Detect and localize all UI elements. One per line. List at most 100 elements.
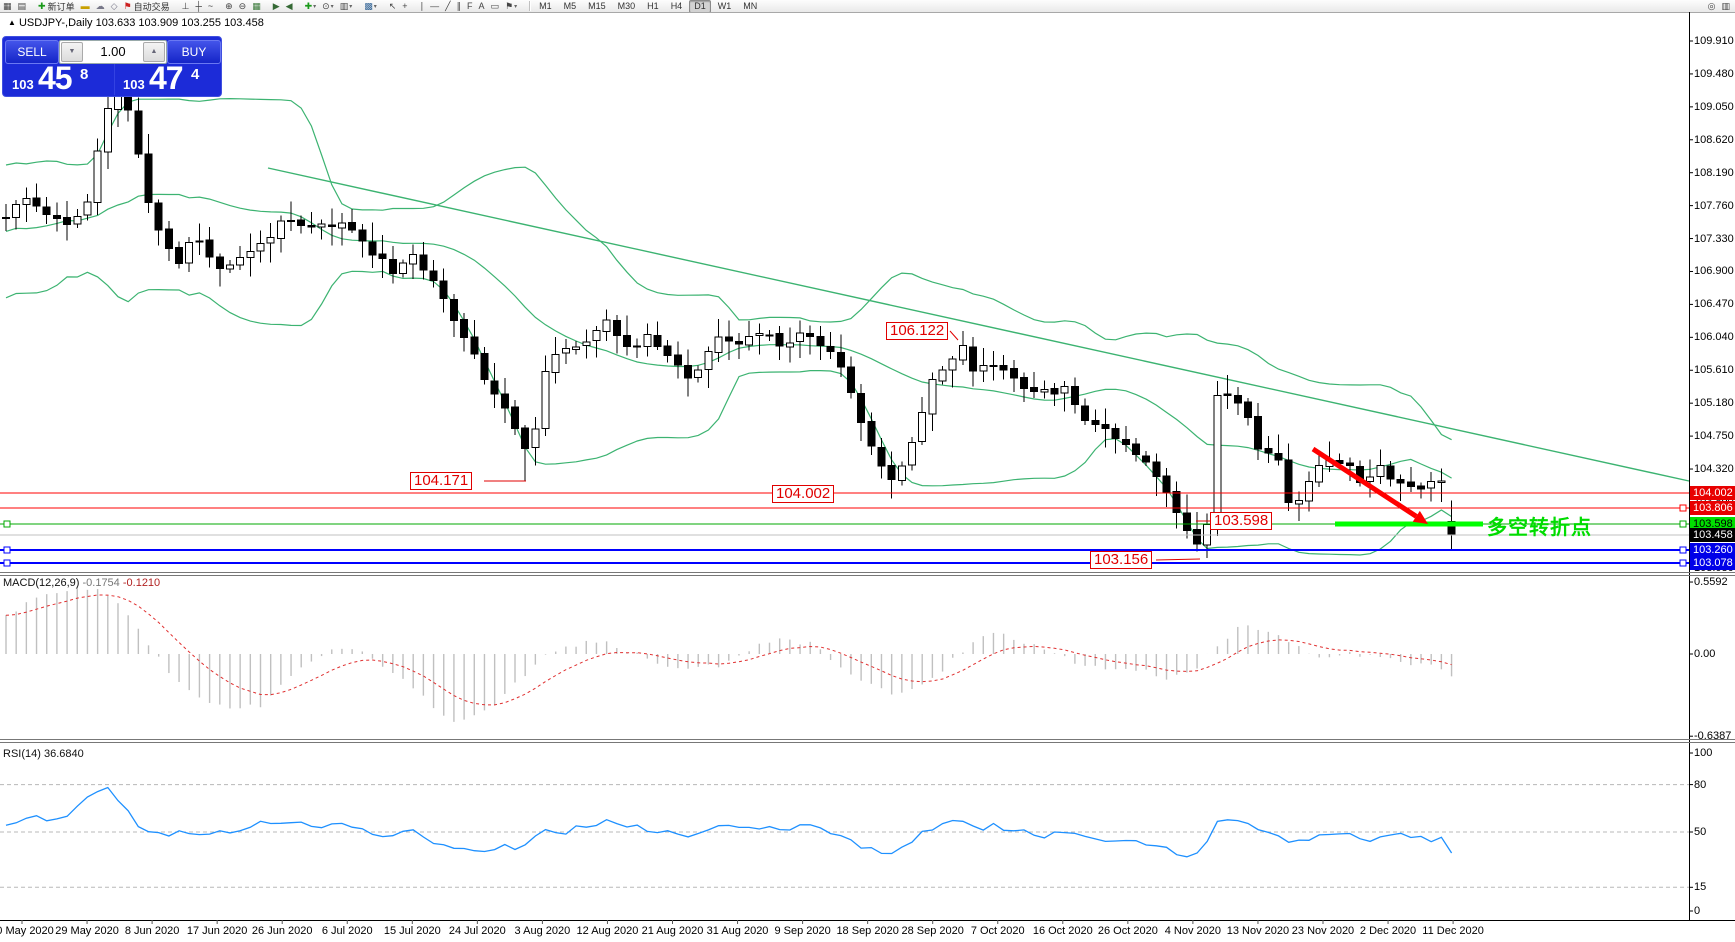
- zoom-out-icon[interactable]: ⊖: [236, 0, 250, 12]
- bear-candle: [32, 197, 41, 207]
- timeframe-m1-button[interactable]: M1: [539, 0, 552, 11]
- fibonacci-icon[interactable]: F: [464, 0, 476, 12]
- line-handle[interactable]: [3, 546, 11, 554]
- macd-axis-label: -0.6387: [1694, 730, 1732, 743]
- volume-increase-button[interactable]: ▲: [143, 42, 165, 62]
- fibonacci-icon: F: [466, 1, 473, 11]
- timeframe-m15-button[interactable]: M15: [588, 0, 606, 11]
- buy-button[interactable]: BUY: [167, 40, 221, 64]
- date-axis-label: 6 Jul 2020: [321, 925, 373, 937]
- zoom-in-icon[interactable]: ⊕: [222, 0, 236, 12]
- price-level-badge[interactable]: 103.598: [1690, 517, 1735, 531]
- cursor-icon[interactable]: ↖: [386, 0, 400, 12]
- trend-arrow-object[interactable]: [1311, 446, 1418, 519]
- line-handle[interactable]: [1679, 504, 1687, 512]
- timeframe-m5-button[interactable]: M5: [563, 0, 577, 11]
- bull-candle: [1366, 476, 1375, 482]
- vline-icon[interactable]: ∣: [417, 0, 428, 12]
- indicators-icon[interactable]: ✚ ▾: [302, 0, 320, 12]
- timeframe-w1-button[interactable]: W1: [717, 0, 732, 11]
- price-axis-label: 105.180: [1694, 397, 1734, 410]
- bear-candle: [1070, 386, 1079, 405]
- price-level-badge[interactable]: 103.260: [1690, 543, 1735, 557]
- bull-candle: [22, 198, 31, 206]
- terminal-icon[interactable]: ☁: [93, 0, 108, 12]
- line-handle[interactable]: [1679, 520, 1687, 528]
- timeframe-d1-button[interactable]: D1: [689, 0, 711, 12]
- bull-candle: [551, 354, 560, 374]
- tile-windows-icon[interactable]: ▦: [249, 0, 264, 12]
- price-level-badge[interactable]: 103.078: [1690, 556, 1735, 570]
- timeframe-h1-button[interactable]: H1: [647, 0, 659, 11]
- indicators-icon-dropdown[interactable]: ▾: [313, 3, 317, 10]
- macd-axis-label: 0.00: [1694, 648, 1716, 660]
- bear-candle: [164, 228, 173, 249]
- timeframe-h4-button[interactable]: H4: [670, 0, 683, 11]
- bear-candle: [470, 336, 479, 355]
- label-icon[interactable]: ▭: [488, 0, 503, 12]
- bear-candle: [622, 335, 631, 348]
- channel-icon[interactable]: ∥: [453, 0, 464, 12]
- chart-objects-icon-dropdown[interactable]: ▾: [373, 3, 377, 10]
- date-axis-label: 20 May 2020: [0, 925, 54, 937]
- new-order-button[interactable]: ✚ 新订单: [35, 0, 78, 12]
- bull-candle: [745, 335, 754, 346]
- line-handle[interactable]: [1679, 559, 1687, 567]
- line-handle[interactable]: [3, 559, 11, 567]
- price-axis-label: 104.320: [1694, 463, 1734, 476]
- trendline-icon[interactable]: ╱: [442, 0, 453, 12]
- text-icon: A: [478, 1, 485, 11]
- search-icon[interactable]: ◎: [1707, 0, 1716, 11]
- price-level-badge[interactable]: 104.002: [1690, 486, 1735, 500]
- price-level-badge[interactable]: 103.458: [1690, 528, 1735, 542]
- hline-icon: ―: [430, 1, 440, 11]
- line-handle[interactable]: [1679, 546, 1687, 554]
- windows-icon[interactable]: ▥: [1721, 0, 1730, 11]
- timeframe-mn-button[interactable]: MN: [743, 0, 758, 11]
- macd-axis-label: 0.5592: [1694, 576, 1728, 589]
- price-annotation[interactable]: 104.171: [410, 472, 473, 490]
- autoscroll-icon[interactable]: ▶: [270, 0, 283, 12]
- line-handle[interactable]: [3, 520, 11, 528]
- turning-point-annotation[interactable]: 多空转折点: [1487, 517, 1592, 539]
- price-level-badge[interactable]: 103.806: [1690, 501, 1735, 515]
- sell-price-panel[interactable]: 103 45 8: [4, 60, 110, 96]
- price-axis-label: 108.190: [1694, 166, 1734, 179]
- gold-icon[interactable]: ▬: [78, 0, 93, 12]
- buy-price-panel[interactable]: 103 47 4: [114, 60, 221, 96]
- crosshair-icon[interactable]: +: [399, 0, 410, 12]
- chart-objects-icon[interactable]: ▩ ▾: [361, 0, 380, 12]
- candle-chart-icon[interactable]: ┼: [192, 0, 204, 12]
- line-chart-icon[interactable]: ~: [205, 0, 216, 12]
- volume-decrease-button[interactable]: ▼: [61, 42, 83, 62]
- hline-icon[interactable]: ―: [427, 0, 442, 12]
- shapes-icon[interactable]: ⚑ ▾: [502, 0, 520, 12]
- sell-button[interactable]: SELL: [5, 40, 59, 64]
- text-icon[interactable]: A: [475, 0, 487, 12]
- shapes-icon-dropdown[interactable]: ▾: [514, 3, 518, 10]
- rsi-line: [5, 786, 1453, 858]
- price-annotation[interactable]: 103.598: [1210, 512, 1273, 530]
- timeframe-m30-button[interactable]: M30: [617, 0, 636, 11]
- bull-candle: [256, 242, 265, 252]
- tile-windows-icon: ▦: [252, 1, 261, 11]
- price-annotation[interactable]: 104.002: [772, 485, 835, 503]
- volume-value[interactable]: 1.00: [100, 44, 126, 59]
- signal-icon[interactable]: ◇: [108, 0, 121, 12]
- bear-candle: [1172, 490, 1181, 513]
- price-annotation[interactable]: 106.122: [886, 322, 949, 340]
- autotrade-button[interactable]: ⚑ 自动交易: [121, 0, 173, 12]
- trendline-object[interactable]: [267, 167, 1690, 482]
- date-axis-label: 4 Nov 2020: [1164, 925, 1222, 937]
- bull-candle: [1437, 480, 1446, 483]
- rsi-label: RSI(14) 36.6840: [3, 748, 84, 760]
- price-annotation[interactable]: 103.156: [1090, 551, 1153, 569]
- periods-icon[interactable]: ⊙ ▾: [319, 0, 337, 12]
- periods-icon-dropdown[interactable]: ▾: [330, 3, 334, 10]
- templates-icon[interactable]: ▥ ▾: [337, 0, 356, 12]
- templates-icon-dropdown[interactable]: ▾: [349, 3, 353, 10]
- bar-chart-icon[interactable]: ⊥: [179, 0, 193, 12]
- chart-shift-icon[interactable]: ◀: [283, 0, 296, 12]
